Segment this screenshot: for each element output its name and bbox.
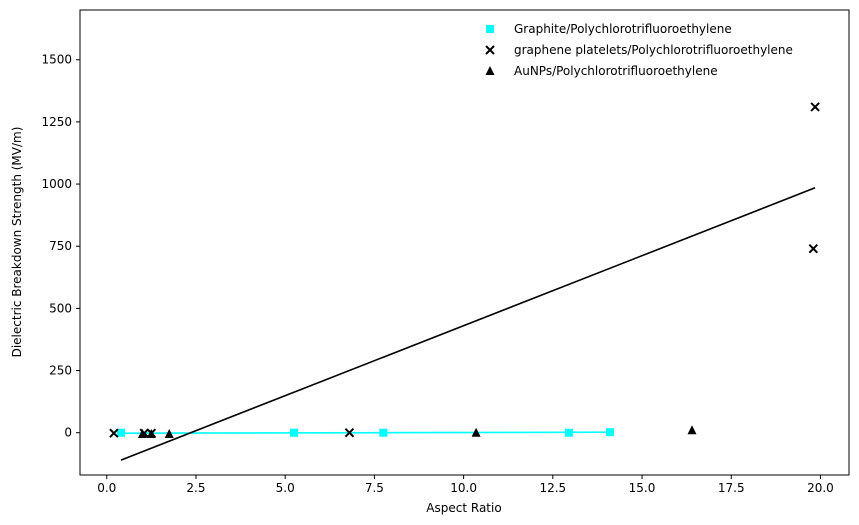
series-1-point-1 [117, 428, 126, 437]
x-tick-label: 17.5 [718, 481, 745, 495]
x-tick-label: 20.0 [807, 481, 834, 495]
y-tick-label: 0 [64, 426, 72, 440]
legend: Graphite/Polychlorotrifluoroethylene grap… [485, 22, 793, 78]
plot-frame [79, 9, 850, 476]
series-1-point-4 [564, 428, 573, 437]
fit-line-1 [121, 431, 610, 435]
series-2-point-1 [109, 428, 119, 438]
x-tick-label: 5.0 [276, 481, 295, 495]
series-1-point-2 [290, 428, 299, 437]
x-tick-label: 12.5 [539, 481, 566, 495]
series-1-point-5 [605, 428, 614, 437]
y-tick-label: 250 [49, 364, 72, 378]
legend-marker-3 [485, 66, 495, 75]
legend-label-3: AuNPs/Polychlorotrifluoroethylene [514, 64, 718, 78]
plot-area [80, 10, 849, 475]
series-2-point-4 [344, 428, 355, 438]
y-tick-label: 750 [49, 239, 72, 253]
legend-marker-1 [486, 25, 494, 33]
legend-label-1: Graphite/Polychlorotrifluoroethylene [514, 22, 732, 36]
series-3-point-1 [137, 428, 147, 438]
series-2-point-5 [808, 244, 819, 254]
fit-line-2 [120, 187, 816, 461]
series-1-point-3 [379, 428, 388, 437]
x-axis-ticks: 0.0 2.5 5.0 7.5 10.0 12.5 15.0 17.5 20.0 [97, 475, 834, 495]
x-tick-label: 2.5 [186, 481, 205, 495]
y-tick-label: 500 [49, 301, 72, 315]
series-3-point-3 [164, 428, 174, 438]
x-tick-label: 7.5 [365, 481, 384, 495]
series-3-point-5 [687, 425, 697, 435]
legend-marker-2 [485, 45, 495, 55]
data-points [109, 102, 820, 438]
fit-lines [120, 187, 816, 461]
legend-label-2: graphene platelets/Polychlorotrifluoroet… [514, 43, 793, 57]
y-axis-ticks: 0 250 500 750 1000 1250 1500 [41, 53, 80, 440]
x-tick-label: 15.0 [629, 481, 656, 495]
y-tick-label: 1000 [41, 177, 72, 191]
x-tick-label: 0.0 [97, 481, 116, 495]
series-2-point-6 [810, 102, 820, 112]
series-3-point-4 [471, 427, 481, 437]
y-tick-label: 1250 [41, 115, 72, 129]
y-axis-label: Dielectric Breakdown Strength (MV/m) [10, 127, 24, 358]
x-tick-label: 10.0 [450, 481, 477, 495]
series-3-point-2 [146, 428, 156, 438]
y-tick-label: 1500 [41, 53, 72, 67]
x-axis-label: Aspect Ratio [426, 501, 501, 515]
